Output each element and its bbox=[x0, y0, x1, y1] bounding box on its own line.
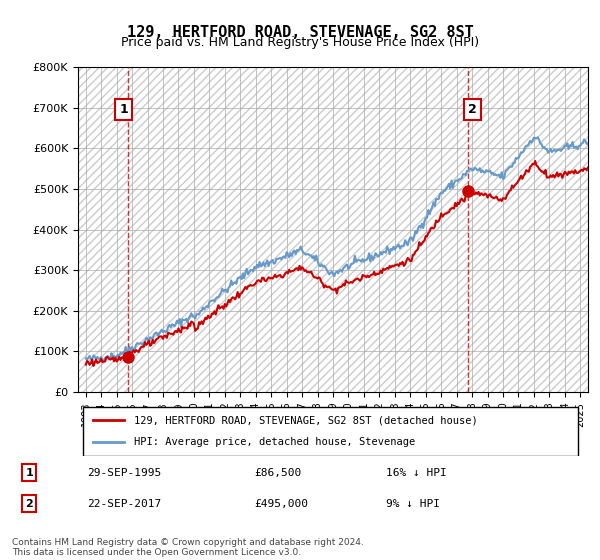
Text: 129, HERTFORD ROAD, STEVENAGE, SG2 8ST: 129, HERTFORD ROAD, STEVENAGE, SG2 8ST bbox=[127, 25, 473, 40]
Text: HPI: Average price, detached house, Stevenage: HPI: Average price, detached house, Stev… bbox=[134, 437, 415, 447]
Text: 16% ↓ HPI: 16% ↓ HPI bbox=[386, 468, 447, 478]
FancyBboxPatch shape bbox=[83, 407, 578, 456]
Text: 22-SEP-2017: 22-SEP-2017 bbox=[87, 498, 161, 508]
Text: £495,000: £495,000 bbox=[254, 498, 308, 508]
Text: Price paid vs. HM Land Registry's House Price Index (HPI): Price paid vs. HM Land Registry's House … bbox=[121, 36, 479, 49]
Text: Contains HM Land Registry data © Crown copyright and database right 2024.
This d: Contains HM Land Registry data © Crown c… bbox=[12, 538, 364, 557]
Text: 2: 2 bbox=[468, 103, 477, 116]
Text: 29-SEP-1995: 29-SEP-1995 bbox=[87, 468, 161, 478]
Text: 2: 2 bbox=[25, 498, 33, 508]
Text: 9% ↓ HPI: 9% ↓ HPI bbox=[386, 498, 440, 508]
Text: 1: 1 bbox=[119, 103, 128, 116]
Text: 1: 1 bbox=[25, 468, 33, 478]
Text: £86,500: £86,500 bbox=[254, 468, 301, 478]
Text: 129, HERTFORD ROAD, STEVENAGE, SG2 8ST (detached house): 129, HERTFORD ROAD, STEVENAGE, SG2 8ST (… bbox=[134, 415, 478, 425]
